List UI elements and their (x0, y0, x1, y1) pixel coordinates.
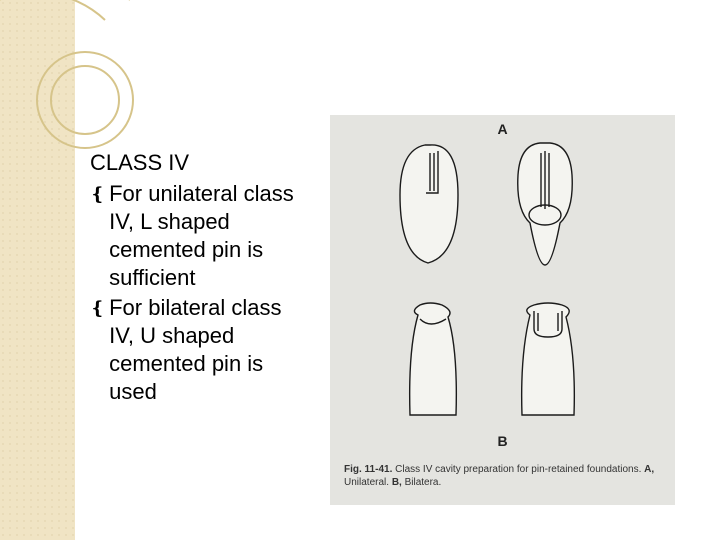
heading: CLASS IV (90, 150, 305, 176)
caption-a-label: A, (644, 464, 654, 475)
caption-body: Class IV cavity preparation for pin-reta… (392, 464, 644, 475)
bullet-item: ❴ For unilateral class IV, L shaped ceme… (90, 180, 305, 292)
tooth-diagram-svg (330, 115, 675, 445)
figure-caption: Fig. 11-41. Class IV cavity preparation … (344, 463, 661, 489)
bullet-item: ❴ For bilateral class IV, U shaped cemen… (90, 294, 305, 406)
content-text-block: CLASS IV ❴ For unilateral class IV, L sh… (90, 150, 305, 406)
decorative-sidebar (0, 0, 75, 540)
caption-prefix: Fig. 11-41. (344, 464, 392, 475)
caption-b-label: B, (392, 477, 402, 488)
caption-b-text: Bilatera. (402, 477, 441, 488)
figure-label-b: B (497, 433, 507, 449)
bullet-glyph: ❴ (90, 294, 105, 322)
caption-a-text: Unilateral. (344, 477, 392, 488)
bullet-text: For bilateral class IV, U shaped cemente… (109, 294, 305, 406)
figure-panel: A B Fig. 11-41. Class IV cavity prep (330, 115, 675, 505)
bullet-glyph: ❴ (90, 180, 105, 208)
bullet-text: For unilateral class IV, L shaped cement… (109, 180, 305, 292)
